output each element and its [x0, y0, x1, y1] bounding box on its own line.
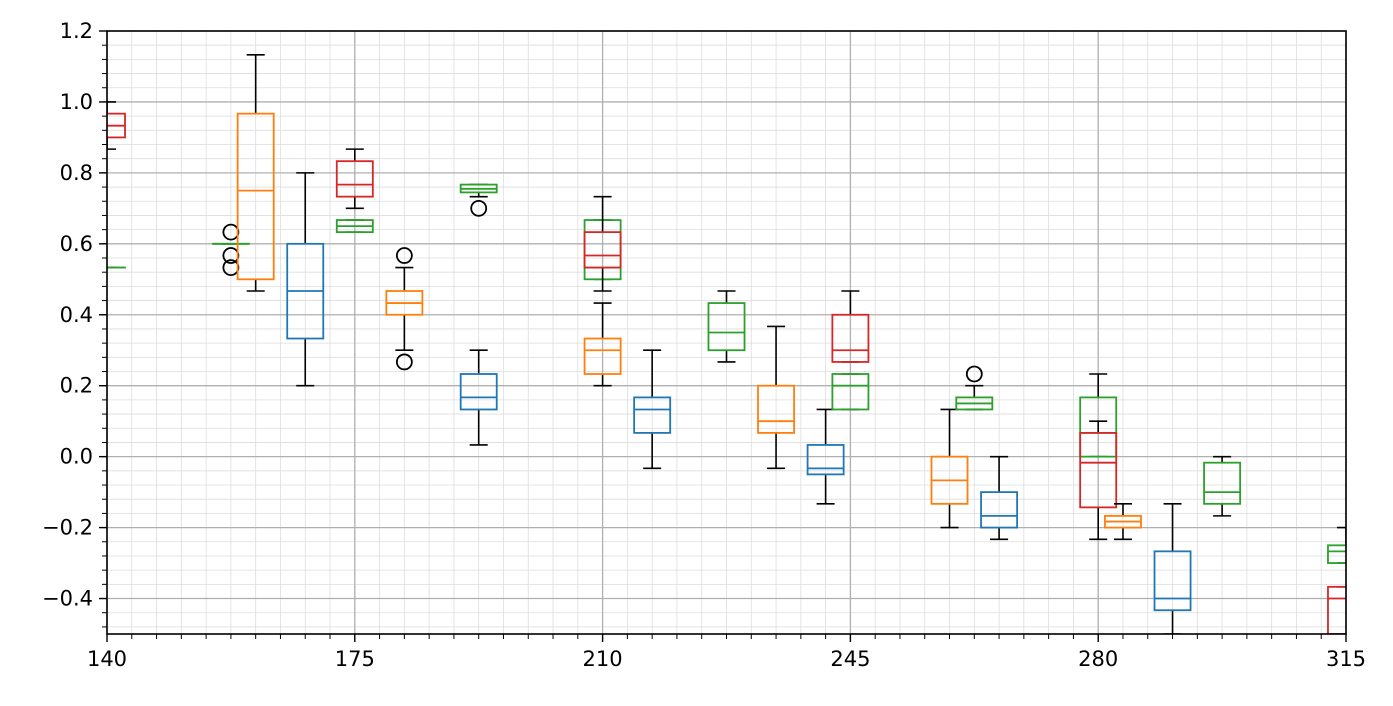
- x-tick-label: 280: [1078, 647, 1118, 671]
- x-tick-label: 315: [1326, 647, 1366, 671]
- y-tick-label: −0.2: [42, 516, 93, 540]
- y-tick-label: 0.6: [60, 232, 93, 256]
- y-tick-label: 0.4: [60, 303, 93, 327]
- y-tick-label: 0.2: [60, 374, 93, 398]
- y-tick-label: −0.4: [42, 587, 93, 611]
- x-tick-label: 210: [583, 647, 623, 671]
- y-tick-label: 1.0: [60, 90, 93, 114]
- box-orange-283.5: [1105, 504, 1141, 539]
- x-tick-label: 245: [830, 647, 870, 671]
- x-tick-label: 175: [335, 647, 375, 671]
- box-blue-217: [634, 350, 670, 468]
- y-tick-label: 0.0: [60, 445, 93, 469]
- y-tick-label: 0.8: [60, 161, 93, 185]
- y-tick-label: 1.2: [60, 19, 93, 43]
- x-tick-label: 140: [87, 647, 127, 671]
- box-blue-192.5: [461, 350, 497, 445]
- x-axis: 140 175 210 245 280 315: [87, 634, 1366, 671]
- y-axis: −0.4 −0.2 0.0 0.2 0.4 0.6 0.8 1.0 1.2: [42, 19, 107, 627]
